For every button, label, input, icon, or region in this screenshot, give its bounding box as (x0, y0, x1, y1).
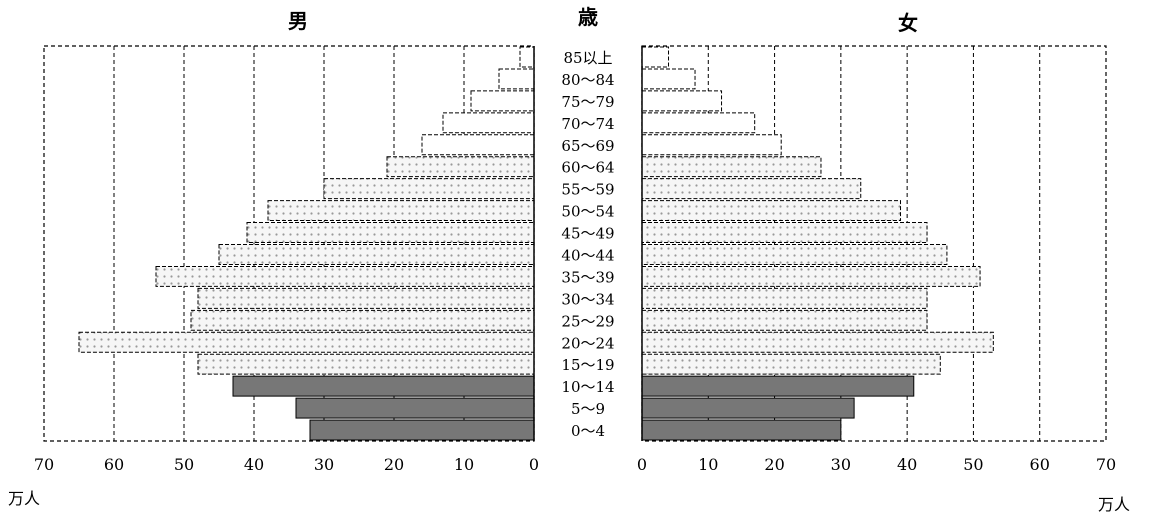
age-label: 70～74 (561, 115, 614, 133)
female-tick-label: 50 (963, 455, 983, 474)
female-tick-label: 10 (698, 455, 718, 474)
age-label: 60～64 (561, 159, 614, 177)
age-label: 80～84 (561, 71, 614, 89)
female-bar (641, 419, 842, 441)
age-label: 25～29 (561, 312, 614, 330)
female-bar (641, 331, 994, 353)
age-label: 75～79 (561, 93, 614, 111)
age-label: 15～19 (561, 356, 614, 374)
female-tick-label: 70 (1096, 455, 1116, 474)
male-bar (519, 46, 535, 68)
male-tick-label: 30 (314, 455, 334, 474)
male-title: 男 (288, 9, 308, 33)
female-bar (641, 244, 948, 265)
male-panel (43, 45, 535, 442)
female-panel (641, 45, 1107, 442)
male-bar (323, 178, 535, 200)
male-bar (197, 353, 535, 375)
male-tick-label: 0 (529, 455, 539, 474)
male-bar (190, 309, 535, 331)
female-bar (641, 156, 822, 178)
male-bar (197, 287, 535, 309)
female-bar (641, 265, 981, 287)
female-bar (641, 309, 928, 331)
female-bar (641, 112, 756, 134)
female-unit-label: 万人 (1098, 495, 1130, 514)
age-label: 45～49 (561, 225, 614, 243)
female-tick-label: 60 (1030, 455, 1050, 474)
male-bar (246, 222, 535, 244)
age-label: 65～69 (561, 137, 614, 155)
male-bar (386, 156, 535, 178)
female-tick-label: 0 (637, 455, 647, 474)
age-label: 30～34 (561, 290, 614, 308)
male-tick-label: 10 (454, 455, 474, 474)
age-labels: 0～4 5～9 10～14 15～19 20～24 25～29 30～34 35～39 40～4… (561, 49, 614, 440)
male-tick-label: 60 (104, 455, 124, 474)
female-bar (641, 375, 915, 397)
male-tick-label: 20 (384, 455, 404, 474)
age-label: 20～24 (561, 334, 614, 352)
male-bar (498, 68, 535, 90)
female-bar (641, 353, 941, 375)
female-bar (641, 200, 902, 222)
male-bar (218, 244, 535, 265)
female-bar (641, 222, 928, 244)
male-tick-label: 40 (244, 455, 264, 474)
male-bar (309, 419, 535, 441)
female-bar (641, 90, 723, 112)
age-label: 85以上 (563, 49, 612, 67)
female-tick-label: 30 (831, 455, 851, 474)
female-bar (641, 46, 670, 68)
male-bar (470, 90, 535, 112)
male-bar (78, 331, 535, 353)
tick-labels: 0 0 10 10 20 20 30 30 40 40 50 50 60 60 70 70 (34, 455, 1116, 474)
female-tick-label: 40 (897, 455, 917, 474)
male-bar (442, 112, 535, 134)
male-bar (421, 134, 535, 156)
male-unit-label: 万人 (8, 489, 40, 508)
female-bar (641, 134, 782, 156)
male-bar (267, 200, 535, 222)
age-label: 35～39 (561, 268, 614, 286)
age-label: 5～9 (571, 400, 605, 418)
male-bar (232, 375, 535, 397)
female-title: 女 (898, 11, 918, 35)
age-label: 55～59 (561, 181, 614, 199)
female-tick-label: 20 (764, 455, 784, 474)
male-bar (155, 265, 535, 287)
age-label: 40～44 (561, 246, 614, 264)
male-bar (295, 397, 535, 419)
male-tick-label: 70 (34, 455, 54, 474)
age-label: 10～14 (561, 378, 614, 396)
female-bar (641, 68, 696, 90)
age-label: 0～4 (571, 422, 605, 440)
age-title: 歳 (578, 5, 598, 29)
age-label: 50～54 (561, 203, 614, 221)
male-tick-label: 50 (174, 455, 194, 474)
female-bar (641, 178, 862, 200)
female-bar (641, 287, 928, 309)
female-bar (641, 397, 855, 419)
